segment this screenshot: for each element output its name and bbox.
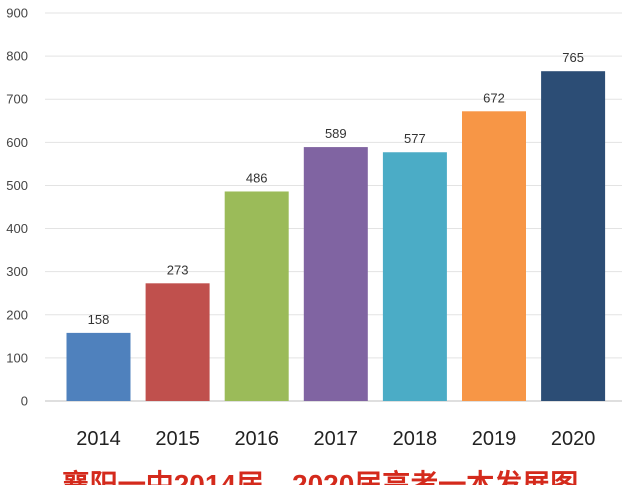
y-axis-ticks: 0 100 200 300 400 500 600 700 800 900 bbox=[6, 6, 28, 409]
bar-2018 bbox=[382, 152, 447, 401]
y-tick-label: 400 bbox=[6, 221, 28, 236]
x-tick-label-2015: 2015 bbox=[155, 428, 200, 450]
data-label-2019: 672 bbox=[483, 90, 505, 105]
bar-2016 bbox=[224, 191, 289, 401]
y-tick-label: 200 bbox=[6, 307, 28, 322]
data-label-2020: 765 bbox=[562, 50, 584, 65]
bar-2019 bbox=[462, 111, 526, 401]
y-tick-label: 300 bbox=[6, 264, 28, 279]
x-tick-label-2020: 2020 bbox=[551, 428, 596, 450]
y-tick-label: 700 bbox=[6, 92, 28, 107]
y-tick-label: 800 bbox=[6, 49, 28, 64]
y-tick-label: 0 bbox=[21, 394, 28, 409]
x-tick-label-2017: 2017 bbox=[314, 428, 359, 450]
x-tick-label-2016: 2016 bbox=[234, 428, 279, 450]
x-tick-label-2014: 2014 bbox=[76, 428, 121, 450]
bar-2014 bbox=[66, 332, 131, 401]
data-label-2018: 577 bbox=[404, 131, 426, 146]
x-axis-ticks: 2014 2015 2016 2017 2018 2019 2020 bbox=[76, 428, 595, 450]
chart-title: 襄阳一中2014届—2020届高考一本发展图 bbox=[61, 468, 579, 485]
bar-2015 bbox=[145, 283, 210, 401]
data-label-2017: 589 bbox=[325, 126, 347, 141]
data-label-2014: 158 bbox=[88, 312, 110, 327]
bar-2017 bbox=[303, 147, 368, 401]
y-tick-label: 500 bbox=[6, 178, 28, 193]
data-labels: 158 273 486 589 577 672 765 bbox=[88, 50, 584, 327]
bars bbox=[66, 71, 606, 401]
x-tick-label-2019: 2019 bbox=[472, 428, 517, 450]
y-tick-label: 100 bbox=[6, 350, 28, 365]
y-tick-label: 600 bbox=[6, 135, 28, 150]
data-label-2016: 486 bbox=[246, 170, 268, 185]
bar-2020 bbox=[541, 71, 606, 401]
x-tick-label-2018: 2018 bbox=[393, 428, 438, 450]
data-label-2015: 273 bbox=[167, 262, 189, 277]
y-tick-label: 900 bbox=[6, 6, 28, 21]
